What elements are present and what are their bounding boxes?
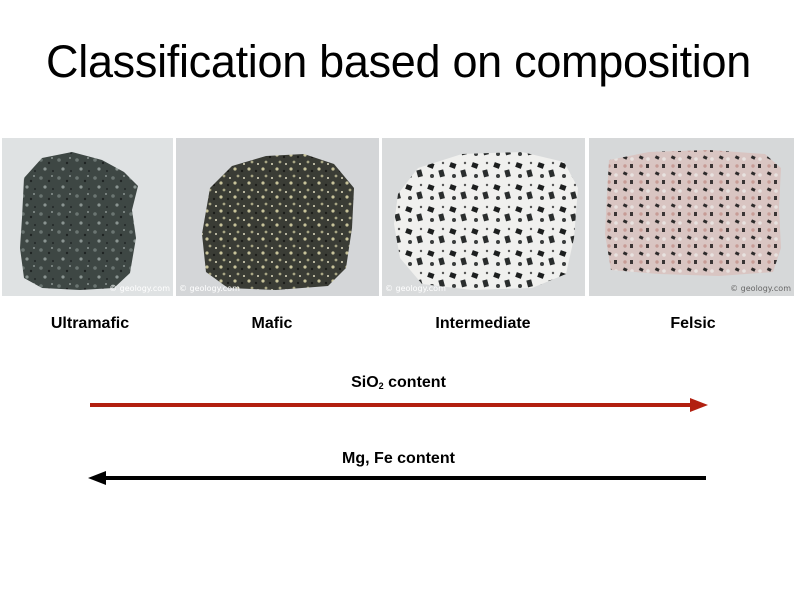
sio2-label-main: SiO (351, 374, 379, 391)
photo-credit: © geology.com (730, 284, 791, 293)
sio2-label-rest: content (383, 374, 446, 391)
intermediate-rock-photo: © geology.com (382, 138, 585, 296)
sio2-label-subscript: 2 (378, 381, 384, 391)
photo-credit: © geology.com (179, 284, 240, 293)
mafic-rock-photo: © geology.com (176, 138, 379, 296)
felsic-rock-photo: © geology.com (589, 138, 794, 296)
rock-label-mafic: Mafic (251, 315, 293, 332)
mgfe-arrow (88, 471, 706, 485)
rock-label-ultramafic: Ultramafic (50, 315, 130, 332)
page-title: Classification based on composition (46, 36, 751, 87)
sio2-arrowhead (690, 398, 708, 412)
rock-label-felsic: Felsic (670, 315, 716, 332)
ultramafic-rock-photo: © geology.com (2, 138, 173, 296)
photo-credit: © geology.com (109, 284, 170, 293)
sio2-arrow (90, 398, 708, 412)
photo-credit: © geology.com (385, 284, 446, 293)
sio2-arrow-label: SiO2 content (0, 374, 797, 392)
rock-label-intermediate: Intermediate (435, 315, 531, 332)
mgfe-arrowhead (88, 471, 106, 485)
mgfe-arrow-label: Mg, Fe content (342, 450, 455, 467)
